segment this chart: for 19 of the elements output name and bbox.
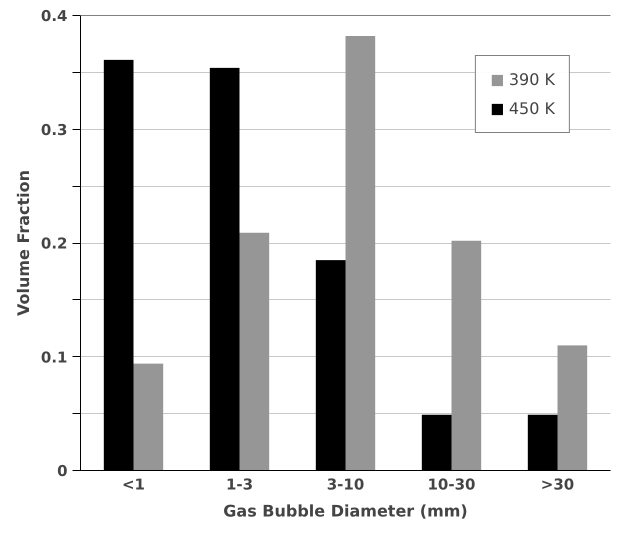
y-tick-label: 0.1: [40, 348, 68, 366]
x-axis-title: Gas Bubble Diameter (mm): [223, 502, 468, 520]
legend-label: 450 K: [508, 99, 555, 118]
y-axis-title: Volume Fraction: [14, 170, 33, 316]
x-tick-label: 10-30: [428, 476, 476, 494]
y-tick-label: 0: [57, 462, 68, 480]
bar: [240, 232, 270, 470]
legend-label: 390 K: [508, 70, 555, 89]
x-tick-label: >30: [540, 476, 574, 494]
y-tick-label: 0.4: [40, 7, 68, 25]
x-tick-label: 1-3: [226, 476, 254, 494]
bar: [558, 345, 588, 470]
y-tick-label: 0.3: [40, 120, 68, 139]
y-tick-label: 0.2: [40, 234, 68, 252]
x-tick-label: 3-10: [326, 476, 364, 494]
bar: [346, 36, 376, 470]
bar: [452, 240, 482, 470]
x-tick-label: <1: [122, 476, 146, 494]
bar: [134, 364, 164, 470]
